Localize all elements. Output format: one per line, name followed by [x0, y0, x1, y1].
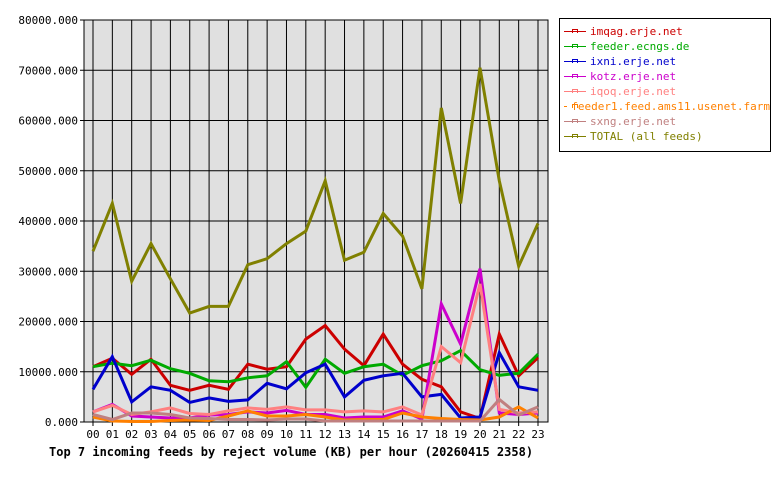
- legend-item: sxng.erje.net: [564, 114, 770, 129]
- x-tick-label: 11: [299, 428, 312, 441]
- x-tick-label: 13: [338, 428, 351, 441]
- y-tick-label: 40000.000: [18, 215, 78, 228]
- x-tick-label: 12: [319, 428, 332, 441]
- y-tick-label: 50000.000: [18, 165, 78, 178]
- legend-label: kotz.erje.net: [590, 70, 677, 83]
- legend-swatch-icon: [564, 119, 586, 123]
- x-tick-label: 06: [202, 428, 215, 441]
- x-tick-label: 05: [183, 428, 196, 441]
- x-tick-label: 17: [415, 428, 428, 441]
- series-line-sxng-erje-net: [92, 397, 539, 423]
- x-tick-label: 02: [125, 428, 138, 441]
- x-tick-label: 21: [493, 428, 506, 441]
- legend-label: iqoq.erje.net: [590, 85, 677, 98]
- series-line-iqoq-erje-net: [92, 283, 539, 418]
- x-tick-label: 07: [222, 428, 235, 441]
- x-tick-label: 14: [357, 428, 371, 441]
- legend-item: feeder.ecngs.de: [564, 39, 770, 54]
- legend-label: TOTAL (all feeds): [590, 130, 703, 143]
- x-tick-label: 04: [164, 428, 178, 441]
- legend-item: imqag.erje.net: [564, 24, 770, 39]
- x-tick-label: 19: [454, 428, 467, 441]
- legend-swatch-icon: [564, 59, 586, 63]
- series-line-total-all-feeds-: [91, 67, 540, 315]
- legend-swatch-icon: [564, 29, 586, 33]
- y-tick-label: 70000.000: [18, 64, 78, 77]
- y-tick-label: 10000.000: [18, 366, 78, 379]
- x-tick-label: 18: [435, 428, 448, 441]
- legend-item: kotz.erje.net: [564, 69, 770, 84]
- x-tick-label: 22: [512, 428, 525, 441]
- y-tick-label: 30000.000: [18, 265, 78, 278]
- x-tick-label: 09: [261, 428, 274, 441]
- legend-item: feeder1.feed.ams11.usenet.farm: [564, 99, 770, 114]
- x-tick-label: 16: [396, 428, 409, 441]
- chart-title: Top 7 incoming feeds by reject volume (K…: [49, 445, 534, 459]
- x-tick-label: 00: [86, 428, 99, 441]
- legend-label: sxng.erje.net: [590, 115, 677, 128]
- x-tick-label: 20: [473, 428, 486, 441]
- legend-item: ixni.erje.net: [564, 54, 770, 69]
- legend-swatch-icon: [564, 104, 580, 108]
- series-line-imqag-erje-net: [92, 323, 540, 421]
- legend: imqag.erje.net feeder.ecngs.de ixni.erje.n…: [559, 18, 771, 152]
- legend-swatch-icon: [564, 89, 586, 93]
- legend-item: TOTAL (all feeds): [564, 129, 770, 144]
- legend-swatch-icon: [564, 74, 586, 78]
- y-tick-label: 0.000: [45, 416, 78, 429]
- series-line-ixni-erje-net: [91, 348, 539, 420]
- x-tick-label: 01: [106, 428, 119, 441]
- legend-label: feeder.ecngs.de: [590, 40, 690, 53]
- x-tick-label: 23: [531, 428, 544, 441]
- x-tick-label: 03: [144, 428, 157, 441]
- legend-swatch-icon: [564, 44, 586, 48]
- x-tick-label: 08: [241, 428, 254, 441]
- y-tick-label: 20000.000: [18, 316, 78, 329]
- x-tick-label: 15: [377, 428, 390, 441]
- legend-item: iqoq.erje.net: [564, 84, 770, 99]
- x-tick-label: 10: [280, 428, 293, 441]
- y-tick-label: 80000.000: [18, 14, 78, 27]
- y-tick-label: 60000.000: [18, 115, 78, 128]
- legend-swatch-icon: [564, 134, 586, 138]
- legend-label: feeder1.feed.ams11.usenet.farm: [571, 100, 770, 113]
- legend-label: imqag.erje.net: [590, 25, 683, 38]
- legend-label: ixni.erje.net: [590, 55, 677, 68]
